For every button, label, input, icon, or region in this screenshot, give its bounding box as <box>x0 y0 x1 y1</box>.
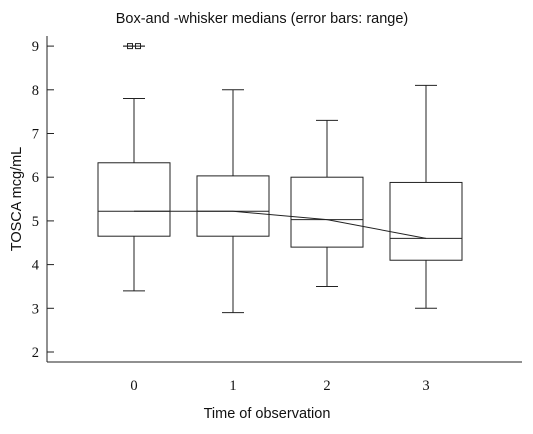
median-trend-segment <box>232 210 328 221</box>
y-tick-label: 2 <box>32 345 39 361</box>
x-tick-label: 0 <box>130 378 137 394</box>
x-tick-label: 3 <box>422 378 429 394</box>
y-tick-label: 9 <box>32 39 39 55</box>
x-tick-label: 1 <box>229 378 236 394</box>
y-axis-label: TOSCA mcg/mL <box>9 147 25 251</box>
y-tick-label: 6 <box>32 170 39 186</box>
y-tick-label: 8 <box>32 83 39 99</box>
x-axis-label: Time of observation <box>204 406 331 422</box>
plot-area: 2 3 4 5 6 7 8 9 0 1 2 3 <box>32 36 522 394</box>
y-tick-label: 3 <box>32 301 39 317</box>
box-2 <box>290 176 364 248</box>
y-tick-label: 7 <box>32 127 39 143</box>
y-tick-label: 4 <box>32 258 40 274</box>
box-1 <box>196 175 270 237</box>
median-trend-segment <box>326 219 427 239</box>
box-0 <box>97 162 171 237</box>
box-3 <box>389 181 463 261</box>
x-tick-label: 2 <box>323 378 330 394</box>
chart-title: Box-and -whisker medians (error bars: ra… <box>116 11 409 27</box>
y-tick-label: 5 <box>32 214 39 230</box>
